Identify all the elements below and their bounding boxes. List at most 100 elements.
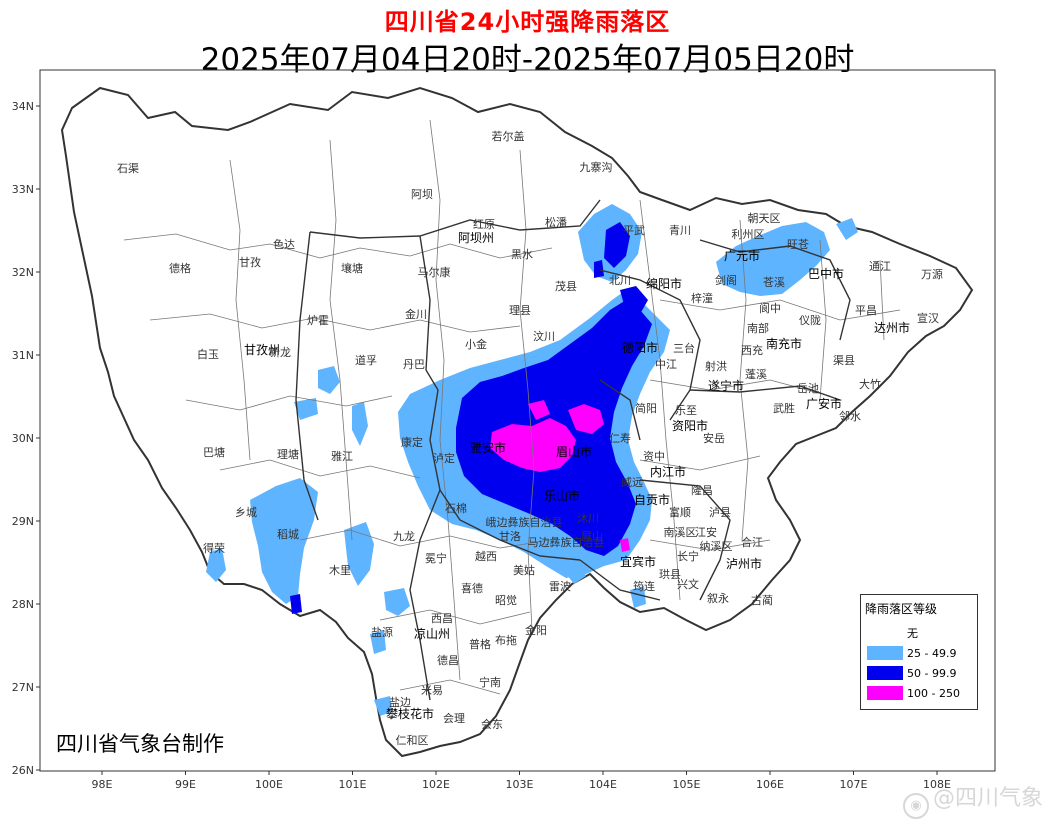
- map-frame: [39, 69, 996, 772]
- place-label: 长宁: [677, 549, 699, 563]
- place-label: 乐至: [675, 404, 697, 417]
- latitude-axis: 34N 33N 32N 31N 30N 29N 28N 27N 26N: [12, 100, 40, 777]
- producer-credit: 四川省气象台制作: [56, 732, 224, 756]
- place-label: 色达: [273, 237, 295, 251]
- lon-tick-label: 106E: [756, 778, 784, 791]
- place-label: 南溪区: [664, 526, 697, 539]
- place-label: 红原: [473, 218, 495, 231]
- place-label: 兴文: [677, 577, 699, 591]
- place-label: 石棉: [445, 501, 467, 515]
- legend-label: 无: [907, 627, 918, 640]
- legend-swatch: [867, 646, 903, 660]
- place-label: 九寨沟: [580, 160, 613, 174]
- lon-tick-label: 103E: [506, 778, 534, 791]
- place-label: 阆中: [759, 301, 781, 315]
- legend-swatch: [867, 666, 903, 680]
- place-label: 新龙: [269, 345, 291, 359]
- place-label: 隆昌: [691, 483, 713, 497]
- place-label: 黑水: [511, 248, 533, 261]
- legend-swatch: [867, 626, 903, 640]
- lon-tick-label: 107E: [840, 778, 868, 791]
- place-label: 甘孜: [239, 255, 261, 269]
- legend-swatch: [867, 686, 903, 700]
- place-label: 达州市: [874, 320, 910, 335]
- legend-label: 25 - 49.9: [907, 646, 957, 660]
- watermark-text: @四川气象: [932, 786, 1043, 811]
- place-label: 大竹: [859, 377, 881, 391]
- rain-level-100-250: [490, 400, 630, 552]
- place-label: 安岳: [703, 431, 725, 445]
- place-label: 凉山州: [414, 626, 450, 641]
- lat-tick-label: 28N: [12, 598, 34, 611]
- place-label: 茂县: [555, 279, 577, 293]
- weibo-logo-icon: ◉: [902, 793, 929, 819]
- lon-tick-label: 108E: [923, 778, 951, 791]
- place-label: 泸定: [433, 451, 455, 465]
- place-label: 宜宾市: [620, 554, 656, 569]
- place-label: 马尔康: [418, 265, 451, 279]
- place-label: 宣汉: [917, 311, 939, 325]
- place-label: 美姑: [513, 564, 535, 577]
- place-label: 小金: [465, 337, 487, 351]
- place-label: 马边彝族自治县: [528, 535, 605, 549]
- place-label: 仁和区: [396, 734, 429, 747]
- lon-tick-label: 102E: [422, 778, 450, 791]
- place-label: 南部: [747, 321, 769, 335]
- place-label: 昭觉: [495, 594, 517, 607]
- place-label: 三台: [673, 341, 695, 355]
- place-label: 青川: [669, 224, 691, 237]
- place-label: 阿坝州: [458, 231, 494, 245]
- legend-label: 100 - 250: [907, 686, 960, 700]
- place-label: 冕宁: [425, 551, 447, 565]
- place-label: 理塘: [277, 447, 299, 461]
- place-label: 金阳: [525, 623, 547, 637]
- place-label: 攀枝花市: [386, 706, 434, 721]
- place-label: 西充: [741, 343, 763, 357]
- place-label: 稻城: [277, 528, 299, 541]
- place-label: 雷波: [549, 580, 571, 593]
- legend-item-100: 100 - 250: [867, 685, 960, 701]
- lat-tick-label: 30N: [12, 432, 34, 445]
- place-label: 简阳: [635, 401, 657, 415]
- place-label: 剑阁: [715, 273, 737, 287]
- lon-tick-label: 101E: [339, 778, 367, 791]
- place-label: 乡城: [235, 506, 257, 519]
- place-label: 富顺: [669, 505, 691, 519]
- place-label: 德阳市: [622, 340, 658, 355]
- place-label: 雅江: [331, 449, 353, 463]
- place-label: 岳池: [797, 382, 819, 395]
- place-label: 利州区: [732, 228, 765, 241]
- lon-tick-label: 98E: [92, 778, 113, 791]
- place-label: 江安: [695, 525, 717, 539]
- place-label: 盐边: [389, 696, 411, 709]
- place-label: 峨边彝族自治县: [486, 515, 563, 529]
- place-label: 丹巴: [403, 358, 425, 371]
- longitude-axis: 98E 99E 100E 101E 102E 103E 104E 105E 106E 107E 10…: [92, 771, 951, 791]
- place-label: 甘洛: [499, 529, 521, 543]
- place-label: 合江: [741, 535, 763, 549]
- place-label: 北川: [609, 274, 631, 287]
- place-label: 泸州市: [726, 556, 762, 571]
- lon-tick-label: 104E: [589, 778, 617, 791]
- place-label: 米易: [421, 684, 443, 697]
- county-boundaries: [123, 119, 901, 695]
- weibo-watermark: ◉ @四川气象: [902, 780, 1043, 819]
- place-label: 木里: [329, 564, 351, 577]
- lat-tick-label: 32N: [12, 266, 34, 279]
- map-subtitle: 2025年07月04日20时-2025年07月05日20时: [200, 42, 855, 78]
- place-label: 理县: [509, 304, 531, 317]
- place-label: 德格: [169, 261, 191, 275]
- lon-tick-label: 99E: [175, 778, 196, 791]
- place-label: 白玉: [197, 347, 219, 361]
- place-label: 自贡市: [634, 492, 670, 507]
- map-legend: 降雨落区等级 无 25 - 49.9 50 - 99.9 100 - 250: [860, 594, 978, 710]
- place-label: 武胜: [773, 401, 795, 415]
- place-label: 壤塘: [341, 261, 363, 275]
- place-label: 普格: [469, 637, 491, 651]
- place-label: 遂宁市: [708, 378, 744, 393]
- place-label: 珙县: [659, 567, 681, 581]
- place-label: 乐山市: [544, 488, 580, 503]
- place-label: 梓潼: [691, 291, 713, 305]
- place-label: 广元市: [724, 248, 760, 263]
